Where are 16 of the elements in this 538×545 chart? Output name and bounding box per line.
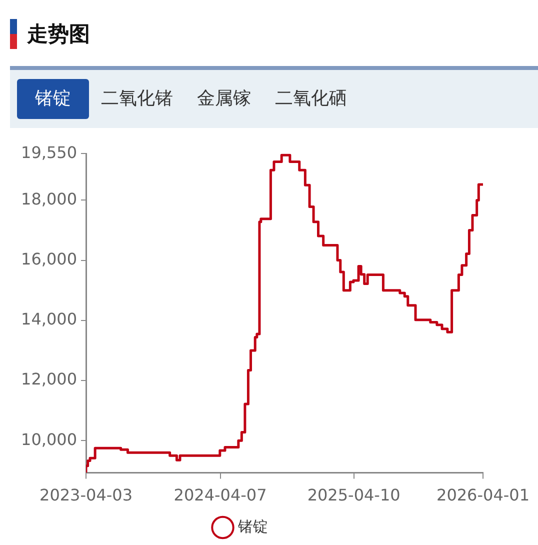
- text: 锗锭: [35, 88, 71, 109]
- y-tick-label: 10,000: [21, 430, 77, 449]
- x-tick-label: 2026-04-01: [436, 486, 530, 505]
- text: 金属镓: [196, 87, 252, 111]
- legend-label: 锗锭: [236, 517, 268, 536]
- y-tick-label: 19,550: [21, 142, 77, 162]
- y-tick-label: 12,000: [21, 370, 77, 389]
- y-tick-label: 18,000: [21, 189, 77, 208]
- chart-title: 走势图: [27, 21, 90, 48]
- x-tick-label: 2023-04-03: [40, 486, 132, 505]
- y-tick-label: 16,000: [21, 249, 77, 268]
- x-tick-label: 2024-04-07: [174, 486, 267, 505]
- y-tick-label: 14,000: [21, 310, 77, 329]
- text: 二氧化硒: [274, 87, 348, 111]
- x-tick-label: 2025-04-10: [307, 486, 400, 505]
- text: 二氧化锗: [100, 87, 174, 111]
